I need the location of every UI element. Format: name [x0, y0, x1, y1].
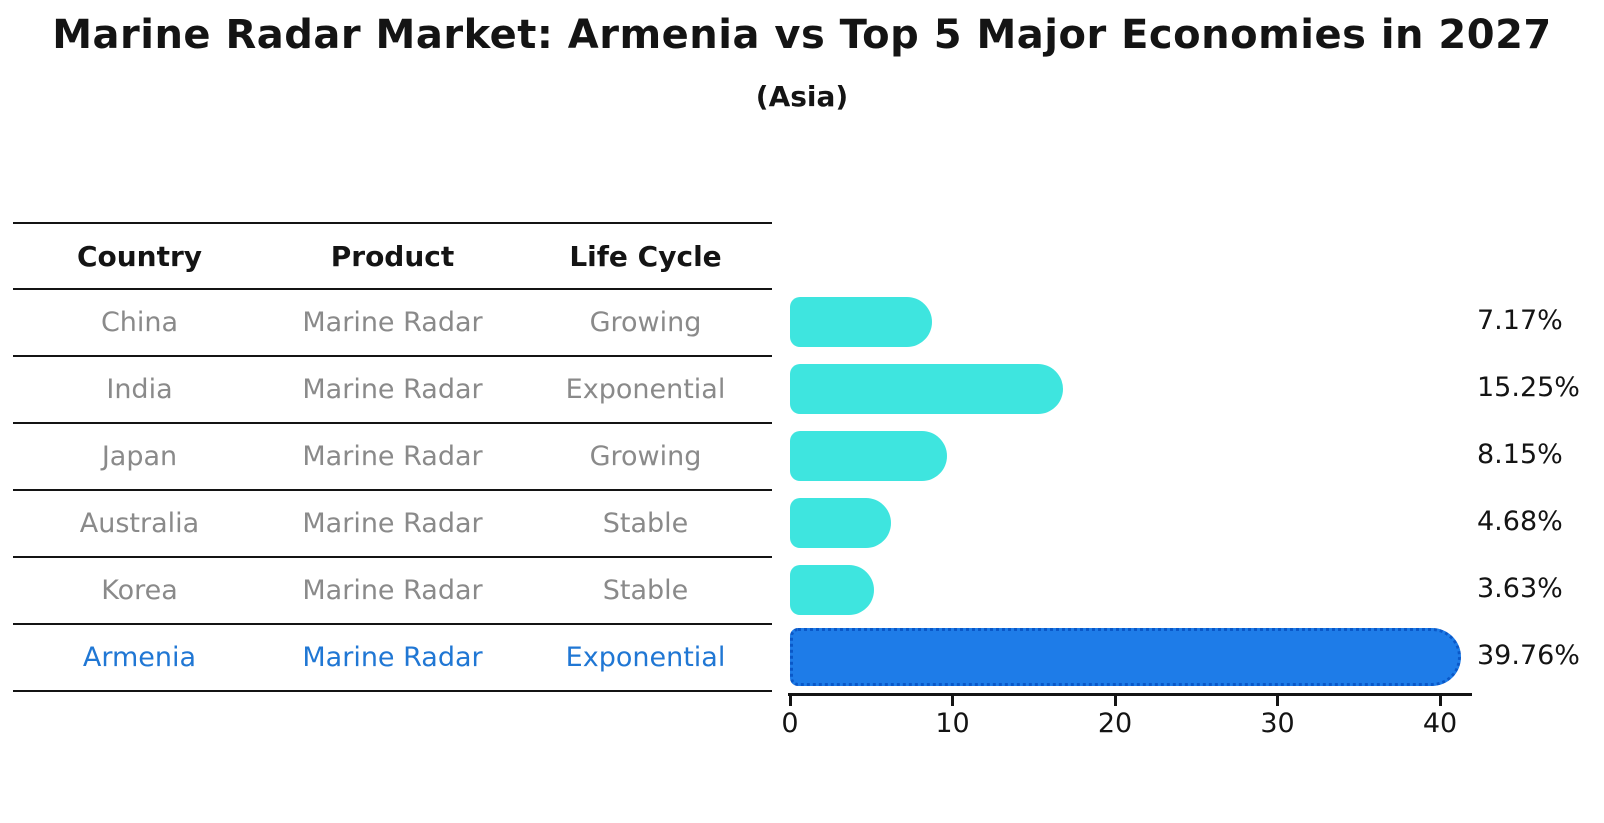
table-cell-life-cycle: Stable [602, 575, 689, 606]
table-cell-country: Japan [101, 441, 178, 472]
x-tick [788, 696, 792, 706]
bar-korea [790, 565, 874, 615]
page-subtitle: (Asia) [755, 80, 849, 113]
bar-armenia [790, 628, 1462, 686]
table-cell-country: Korea [101, 575, 178, 606]
table-cell-product: Marine Radar [302, 307, 483, 338]
table-cell-product: Marine Radar [302, 374, 483, 405]
bar-china [790, 297, 932, 347]
comparison-table: Country Product Life Cycle China Marine R… [13, 222, 772, 692]
table-header-country: Country [76, 239, 203, 273]
table-header-row: Country Product Life Cycle [13, 224, 772, 290]
table-cell-country: Armenia [82, 642, 197, 673]
value-label: 3.63% [1477, 573, 1563, 604]
table-body: China Marine Radar Growing India Marine Rada… [13, 290, 772, 692]
table-row: Australia Marine Radar Stable [13, 491, 772, 558]
table-cell-life-cycle: Growing [589, 307, 702, 338]
x-tick-label: 40 [1422, 708, 1458, 739]
bar-australia [790, 498, 892, 548]
value-label: 39.76% [1477, 640, 1580, 671]
x-tick-label: 20 [1097, 708, 1133, 739]
x-axis-line [788, 693, 1472, 696]
x-tick [1113, 696, 1117, 706]
x-tick-label: 10 [935, 708, 970, 739]
x-tick [1276, 696, 1279, 706]
table-cell-product: Marine Radar [302, 642, 483, 673]
table-cell-country: Australia [79, 508, 200, 539]
table-cell-life-cycle: Exponential [565, 642, 726, 673]
value-label: 8.15% [1477, 439, 1563, 470]
table-cell-product: Marine Radar [302, 508, 483, 539]
x-tick-label: 30 [1260, 708, 1295, 739]
table-header-product: Product [330, 239, 455, 273]
x-tick [1438, 696, 1442, 706]
value-label: 4.68% [1477, 506, 1563, 537]
value-label: 15.25% [1477, 372, 1580, 403]
table-row: Armenia Marine Radar Exponential [13, 625, 772, 692]
x-tick [951, 696, 954, 706]
x-tick-label: 0 [781, 708, 799, 739]
table-row: China Marine Radar Growing [13, 290, 772, 357]
table-cell-country: India [106, 374, 173, 405]
bar-japan [790, 431, 948, 481]
bar-india [790, 364, 1063, 414]
table-row: India Marine Radar Exponential [13, 357, 772, 424]
table-cell-country: China [100, 307, 179, 338]
value-label: 7.17% [1477, 305, 1563, 336]
table-row: Korea Marine Radar Stable [13, 558, 772, 625]
table-header-lifecycle: Life Cycle [569, 239, 722, 273]
table-cell-product: Marine Radar [302, 575, 483, 606]
table-cell-product: Marine Radar [302, 441, 483, 472]
table-cell-life-cycle: Growing [589, 441, 702, 472]
table-cell-life-cycle: Exponential [565, 374, 726, 405]
table-cell-life-cycle: Stable [602, 508, 689, 539]
table-row: Japan Marine Radar Growing [13, 424, 772, 491]
page-title: Marine Radar Market: Armenia vs Top 5 Ma… [52, 12, 1552, 58]
